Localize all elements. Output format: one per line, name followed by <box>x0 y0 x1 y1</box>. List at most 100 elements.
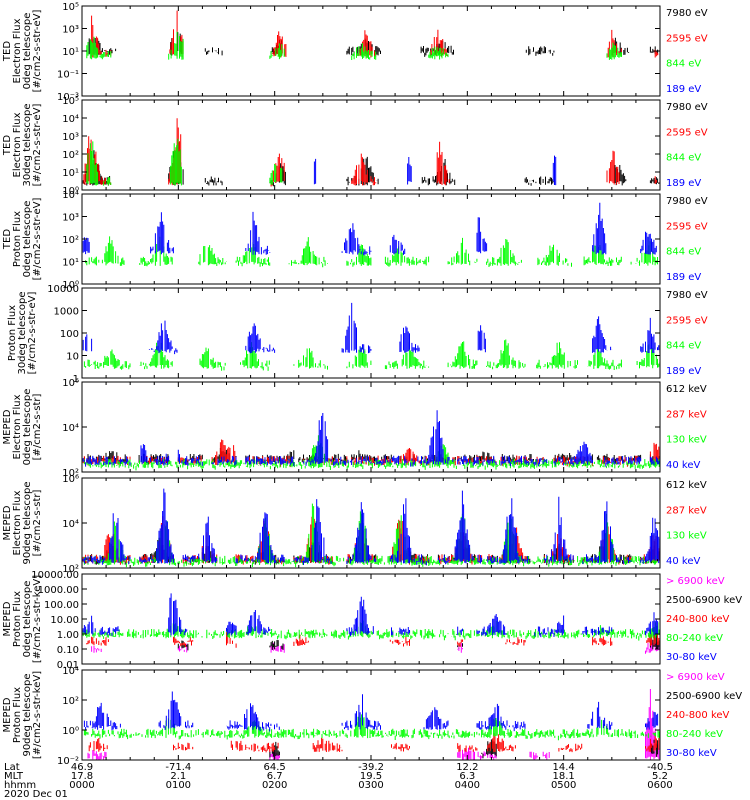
series-trace <box>82 202 657 256</box>
y-tick-label: 1000 <box>54 307 79 318</box>
y-tick-label: 10 <box>66 352 79 363</box>
legend-entry: 40 keV <box>666 556 700 567</box>
legend-entry: 240-800 keV <box>666 710 730 721</box>
y-tick-label: 10⁶ <box>62 378 79 389</box>
panel-meped-p-90: 10⁴ 10² 10⁰ 10⁻² MEPED Proton Flux 90deg teles… <box>2 666 742 767</box>
panel-ted-e-30: 10⁵ 10⁴ 10³ 10² 10¹ 10⁰ TED Electron Flux 30deg … <box>2 96 708 197</box>
panel-meped-e-0: 10⁶ 10⁴ 10² MEPED Electron Flux 0deg telescop… <box>2 378 707 479</box>
series-trace <box>82 691 660 732</box>
legend-entry: 30-80 keV <box>666 748 717 759</box>
y-axis-label: Proton Flux <box>12 687 23 743</box>
footer-value: 46.9 <box>71 762 93 773</box>
panel-frame <box>81 193 661 285</box>
y-axis-label: [#/cm2-s-str-eV] <box>27 292 38 375</box>
legend-entry: 2595 eV <box>666 315 708 326</box>
panel-data <box>82 689 660 760</box>
y-axis-label: 90deg telescope <box>22 673 33 756</box>
series-trace <box>88 733 660 753</box>
legend-entry: > 6900 keV <box>666 576 725 587</box>
y-tick-label: 10⁻² <box>57 756 79 767</box>
footer-value: 0300 <box>358 780 383 791</box>
y-axis-label: TED <box>2 135 13 156</box>
y-axis-label: Electron Flux <box>12 18 23 83</box>
y-axis-label: [#/cm2-s-str-keV] <box>32 671 43 759</box>
footer-value: 6.3 <box>459 771 475 782</box>
y-tick-label: 10⁴ <box>62 423 79 434</box>
series-844-eV <box>82 339 660 371</box>
series-trace <box>83 714 660 741</box>
footer-value: 17.8 <box>71 771 93 782</box>
y-tick-label: 10² <box>62 235 79 246</box>
series-40-keV <box>82 488 660 566</box>
legend-entry: 80-240 keV <box>666 729 723 740</box>
y-axis-label: 90deg telescope <box>22 481 33 564</box>
legend-entry: 2500-6900 keV <box>666 595 742 606</box>
y-tick-label: 10000.00 <box>31 570 79 581</box>
y-axis-label: 0deg telescope <box>22 389 33 466</box>
y-axis-label: Proton Flux <box>7 305 18 361</box>
y-tick-label: 10³ <box>62 25 79 36</box>
y-tick-label: 10² <box>62 468 79 479</box>
series-80-240-keV <box>83 714 660 741</box>
y-axis-label: Electron Flux <box>12 490 23 555</box>
series-189-eV <box>82 202 657 256</box>
footer-value: 2.1 <box>170 771 186 782</box>
y-axis-label: Proton Flux <box>12 591 23 647</box>
y-tick-label: 10² <box>62 150 79 161</box>
series-189-eV <box>313 155 557 186</box>
legend-entry: 130 keV <box>666 435 707 446</box>
legend-entry: 287 keV <box>666 409 707 420</box>
series-trace <box>82 435 660 471</box>
y-tick-label: 10⁵ <box>62 2 79 13</box>
y-axis-label: MEPED <box>2 409 13 444</box>
panel-data <box>82 202 660 268</box>
panel-meped-e-90: 10⁶ 10⁴ 10² MEPED Electron Flux 90deg telesco… <box>2 474 707 575</box>
y-axis-label: 30deg telescope <box>22 103 33 186</box>
y-axis-label: MEPED <box>2 601 13 636</box>
y-tick-label: 0.01 <box>57 660 79 671</box>
legend-entry: 2595 eV <box>666 221 708 232</box>
y-axis-label: [#/cm2-s-str] <box>32 489 43 556</box>
y-axis-label: [#/cm2-s-str-eV] <box>32 104 43 187</box>
panel-data <box>82 118 660 187</box>
panel-data <box>82 410 660 471</box>
series-844-eV <box>82 236 660 268</box>
series-trace <box>82 339 660 371</box>
y-tick-label: 1 <box>73 374 79 385</box>
y-axis-label: Electron Flux <box>12 394 23 459</box>
footer-value: 0500 <box>551 780 576 791</box>
footer-value: -71.4 <box>165 762 191 773</box>
footer-value: -39.2 <box>358 762 384 773</box>
series-30-80-keV <box>82 691 660 732</box>
panel-meped-p-0: 10000.00 1000.00 100.00 10.00 1.00 0.10 0.01 ME… <box>2 570 742 671</box>
footer-value: 6.7 <box>267 771 283 782</box>
y-tick-label: 10⁰ <box>62 280 79 291</box>
y-tick-label: 10¹ <box>62 47 79 58</box>
panel-data <box>86 10 660 60</box>
y-tick-label: 10⁴ <box>62 519 79 530</box>
legend-entry: 189 eV <box>666 366 701 377</box>
legend-entry: 30-80 keV <box>666 652 717 663</box>
y-axis-label: MEPED <box>2 697 13 732</box>
series-trace <box>82 488 660 566</box>
series-trace <box>313 155 557 186</box>
y-tick-label: 10² <box>62 564 79 575</box>
y-tick-label: 10² <box>62 696 79 707</box>
y-tick-label: 10⁵ <box>62 96 79 107</box>
footer-row-label: hhmm <box>4 780 36 791</box>
series-trace <box>82 236 660 268</box>
legend-entry: 189 eV <box>666 178 701 189</box>
series-844-eV <box>86 138 283 186</box>
y-axis-label: 0deg telescope <box>22 13 33 90</box>
panel-data <box>82 488 660 568</box>
panel-ted-p-0: 10⁴ 10³ 10² 10¹ 10⁰ TED Proton Flux 0deg telesc… <box>2 190 708 291</box>
y-axis-label: 0deg telescope <box>22 581 33 658</box>
legend-entry: 2595 eV <box>666 127 708 138</box>
legend-entry: > 6900 keV <box>666 672 725 683</box>
footer-value: 0600 <box>647 780 672 791</box>
y-tick-label: 10⁴ <box>62 666 79 677</box>
legend-entry: 189 eV <box>666 272 701 283</box>
series-240-800-keV <box>86 627 660 648</box>
legend-entry: 7980 eV <box>666 196 708 207</box>
y-axis-label: [#/cm2-s-str] <box>32 393 43 460</box>
